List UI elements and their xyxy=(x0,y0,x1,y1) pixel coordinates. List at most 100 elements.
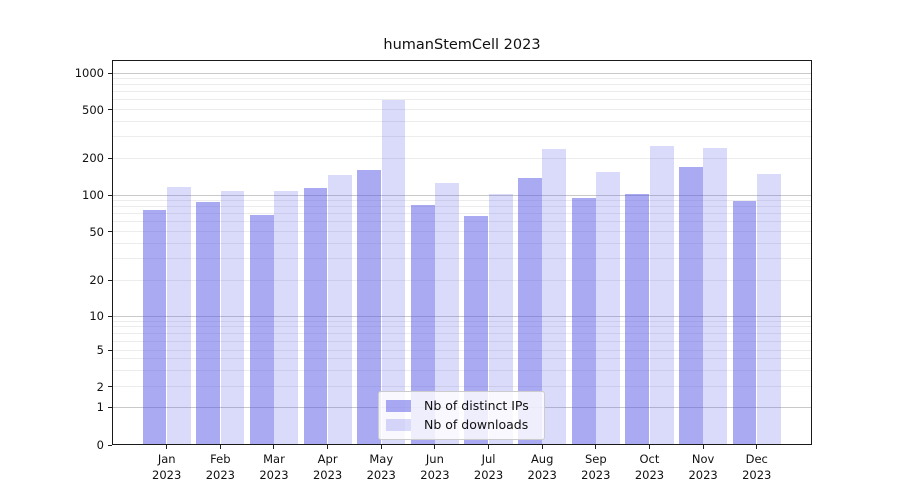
x-tick-label-sep: Sep 2023 xyxy=(581,452,611,482)
bar-downloads-jul xyxy=(488,194,513,444)
bar-distinct-ips-jun xyxy=(410,205,435,444)
y-tick-label: 50 xyxy=(89,224,104,239)
gridline-minor xyxy=(113,279,811,281)
bar-distinct-ips-dec xyxy=(732,200,757,444)
legend-item-downloads: Nb of downloads xyxy=(386,415,536,434)
gridline-minor xyxy=(113,120,811,122)
gridline-minor xyxy=(113,221,811,223)
x-tick-label-nov: Nov 2023 xyxy=(688,452,718,482)
gridline-minor xyxy=(113,369,811,371)
x-tick-mark xyxy=(434,445,436,449)
y-tick-mark xyxy=(108,194,112,196)
x-tick-label-aug: Aug 2023 xyxy=(527,452,557,482)
legend-label-downloads: Nb of downloads xyxy=(424,417,529,432)
gridline-minor xyxy=(113,340,811,342)
x-tick-mark xyxy=(166,445,168,449)
y-tick-label: 2 xyxy=(96,379,104,394)
legend: Nb of distinct IPs Nb of downloads xyxy=(378,391,545,440)
y-tick-label: 20 xyxy=(89,273,104,287)
gridline-minor xyxy=(113,206,811,208)
chart-title: humanStemCell 2023 xyxy=(383,37,541,53)
bar-downloads-sep xyxy=(596,172,620,444)
gridline-minor xyxy=(113,213,811,215)
legend-swatch-downloads xyxy=(386,418,411,431)
y-tick-mark xyxy=(108,444,112,446)
x-tick-label-dec: Dec 2023 xyxy=(742,452,772,482)
legend-label-distinct-ips: Nb of distinct IPs xyxy=(424,398,529,413)
gridline-minor xyxy=(113,157,811,159)
y-tick-label: 10 xyxy=(89,309,104,323)
y-tick-mark xyxy=(108,231,112,233)
x-tick-mark xyxy=(702,445,704,449)
y-tick-mark xyxy=(108,72,112,74)
bar-distinct-ips-may xyxy=(357,170,381,444)
legend-swatch-distinct-ips xyxy=(386,399,411,412)
x-tick-label-mar: Mar 2023 xyxy=(259,452,289,482)
x-tick-label-jun: Jun 2023 xyxy=(420,452,450,482)
y-tick-label: 1 xyxy=(96,400,104,415)
gridline-minor xyxy=(113,91,811,93)
x-tick-label-oct: Oct 2023 xyxy=(634,452,665,482)
x-tick-label-jul: Jul 2023 xyxy=(473,452,504,482)
x-tick-mark xyxy=(648,445,650,449)
gridline-minor xyxy=(113,136,811,138)
x-tick-mark xyxy=(595,445,597,449)
gridline-minor xyxy=(113,332,811,334)
bar-distinct-ips-feb xyxy=(196,201,221,444)
gridline-minor xyxy=(113,84,811,86)
x-tick-mark xyxy=(219,445,221,449)
x-tick-label-may: May 2023 xyxy=(366,452,396,482)
bar-distinct-ips-oct xyxy=(625,194,650,444)
bar-downloads-oct xyxy=(649,146,674,444)
x-tick-mark xyxy=(380,445,382,449)
bar-downloads-may xyxy=(381,99,406,444)
y-tick-label: 100 xyxy=(82,188,104,202)
gridline-major xyxy=(113,315,811,317)
gridline-minor xyxy=(113,231,811,233)
y-tick-label: 0 xyxy=(96,438,104,452)
y-tick-label: 500 xyxy=(82,102,104,117)
gridline-major xyxy=(113,194,811,196)
legend-item-distinct-ips: Nb of distinct IPs xyxy=(386,396,536,415)
gridline-minor xyxy=(113,386,811,388)
x-tick-mark xyxy=(541,445,543,449)
gridline-minor xyxy=(113,242,811,244)
x-tick-mark xyxy=(488,445,490,449)
gridline-minor xyxy=(113,200,811,202)
y-tick-mark xyxy=(108,386,112,388)
y-tick-mark xyxy=(108,406,112,408)
y-tick-label: 5 xyxy=(96,343,104,357)
bar-distinct-ips-apr xyxy=(303,188,328,444)
gridline-minor xyxy=(113,358,811,360)
gridline-minor xyxy=(113,99,811,101)
bar-downloads-dec xyxy=(757,173,781,444)
x-tick-label-feb: Feb 2023 xyxy=(205,452,235,482)
bar-distinct-ips-nov xyxy=(679,167,703,444)
x-tick-mark xyxy=(327,445,329,449)
bar-downloads-apr xyxy=(327,175,352,444)
bar-downloads-jun xyxy=(435,183,459,444)
x-tick-label-apr: Apr 2023 xyxy=(312,452,343,482)
bar-downloads-mar xyxy=(274,191,299,444)
gridline-minor xyxy=(113,78,811,80)
y-tick-mark xyxy=(108,157,112,159)
bar-distinct-ips-mar xyxy=(249,214,274,444)
y-tick-mark xyxy=(108,315,112,317)
gridline-minor xyxy=(113,258,811,260)
gridline-major xyxy=(113,72,811,74)
y-tick-mark xyxy=(108,279,112,281)
x-tick-label-jan: Jan 2023 xyxy=(152,452,182,482)
bar-distinct-ips-aug xyxy=(518,178,542,444)
bar-distinct-ips-jan xyxy=(142,210,167,444)
bar-downloads-nov xyxy=(703,148,728,444)
gridline-minor xyxy=(113,349,811,351)
gridline-minor xyxy=(113,326,811,328)
bar-downloads-aug xyxy=(542,148,567,444)
bar-distinct-ips-sep xyxy=(571,198,596,444)
y-tick-label: 1000 xyxy=(74,66,104,81)
bar-distinct-ips-jul xyxy=(464,216,489,444)
gridline-minor xyxy=(113,109,811,110)
y-tick-mark xyxy=(108,349,112,351)
y-tick-label: 200 xyxy=(82,151,104,166)
